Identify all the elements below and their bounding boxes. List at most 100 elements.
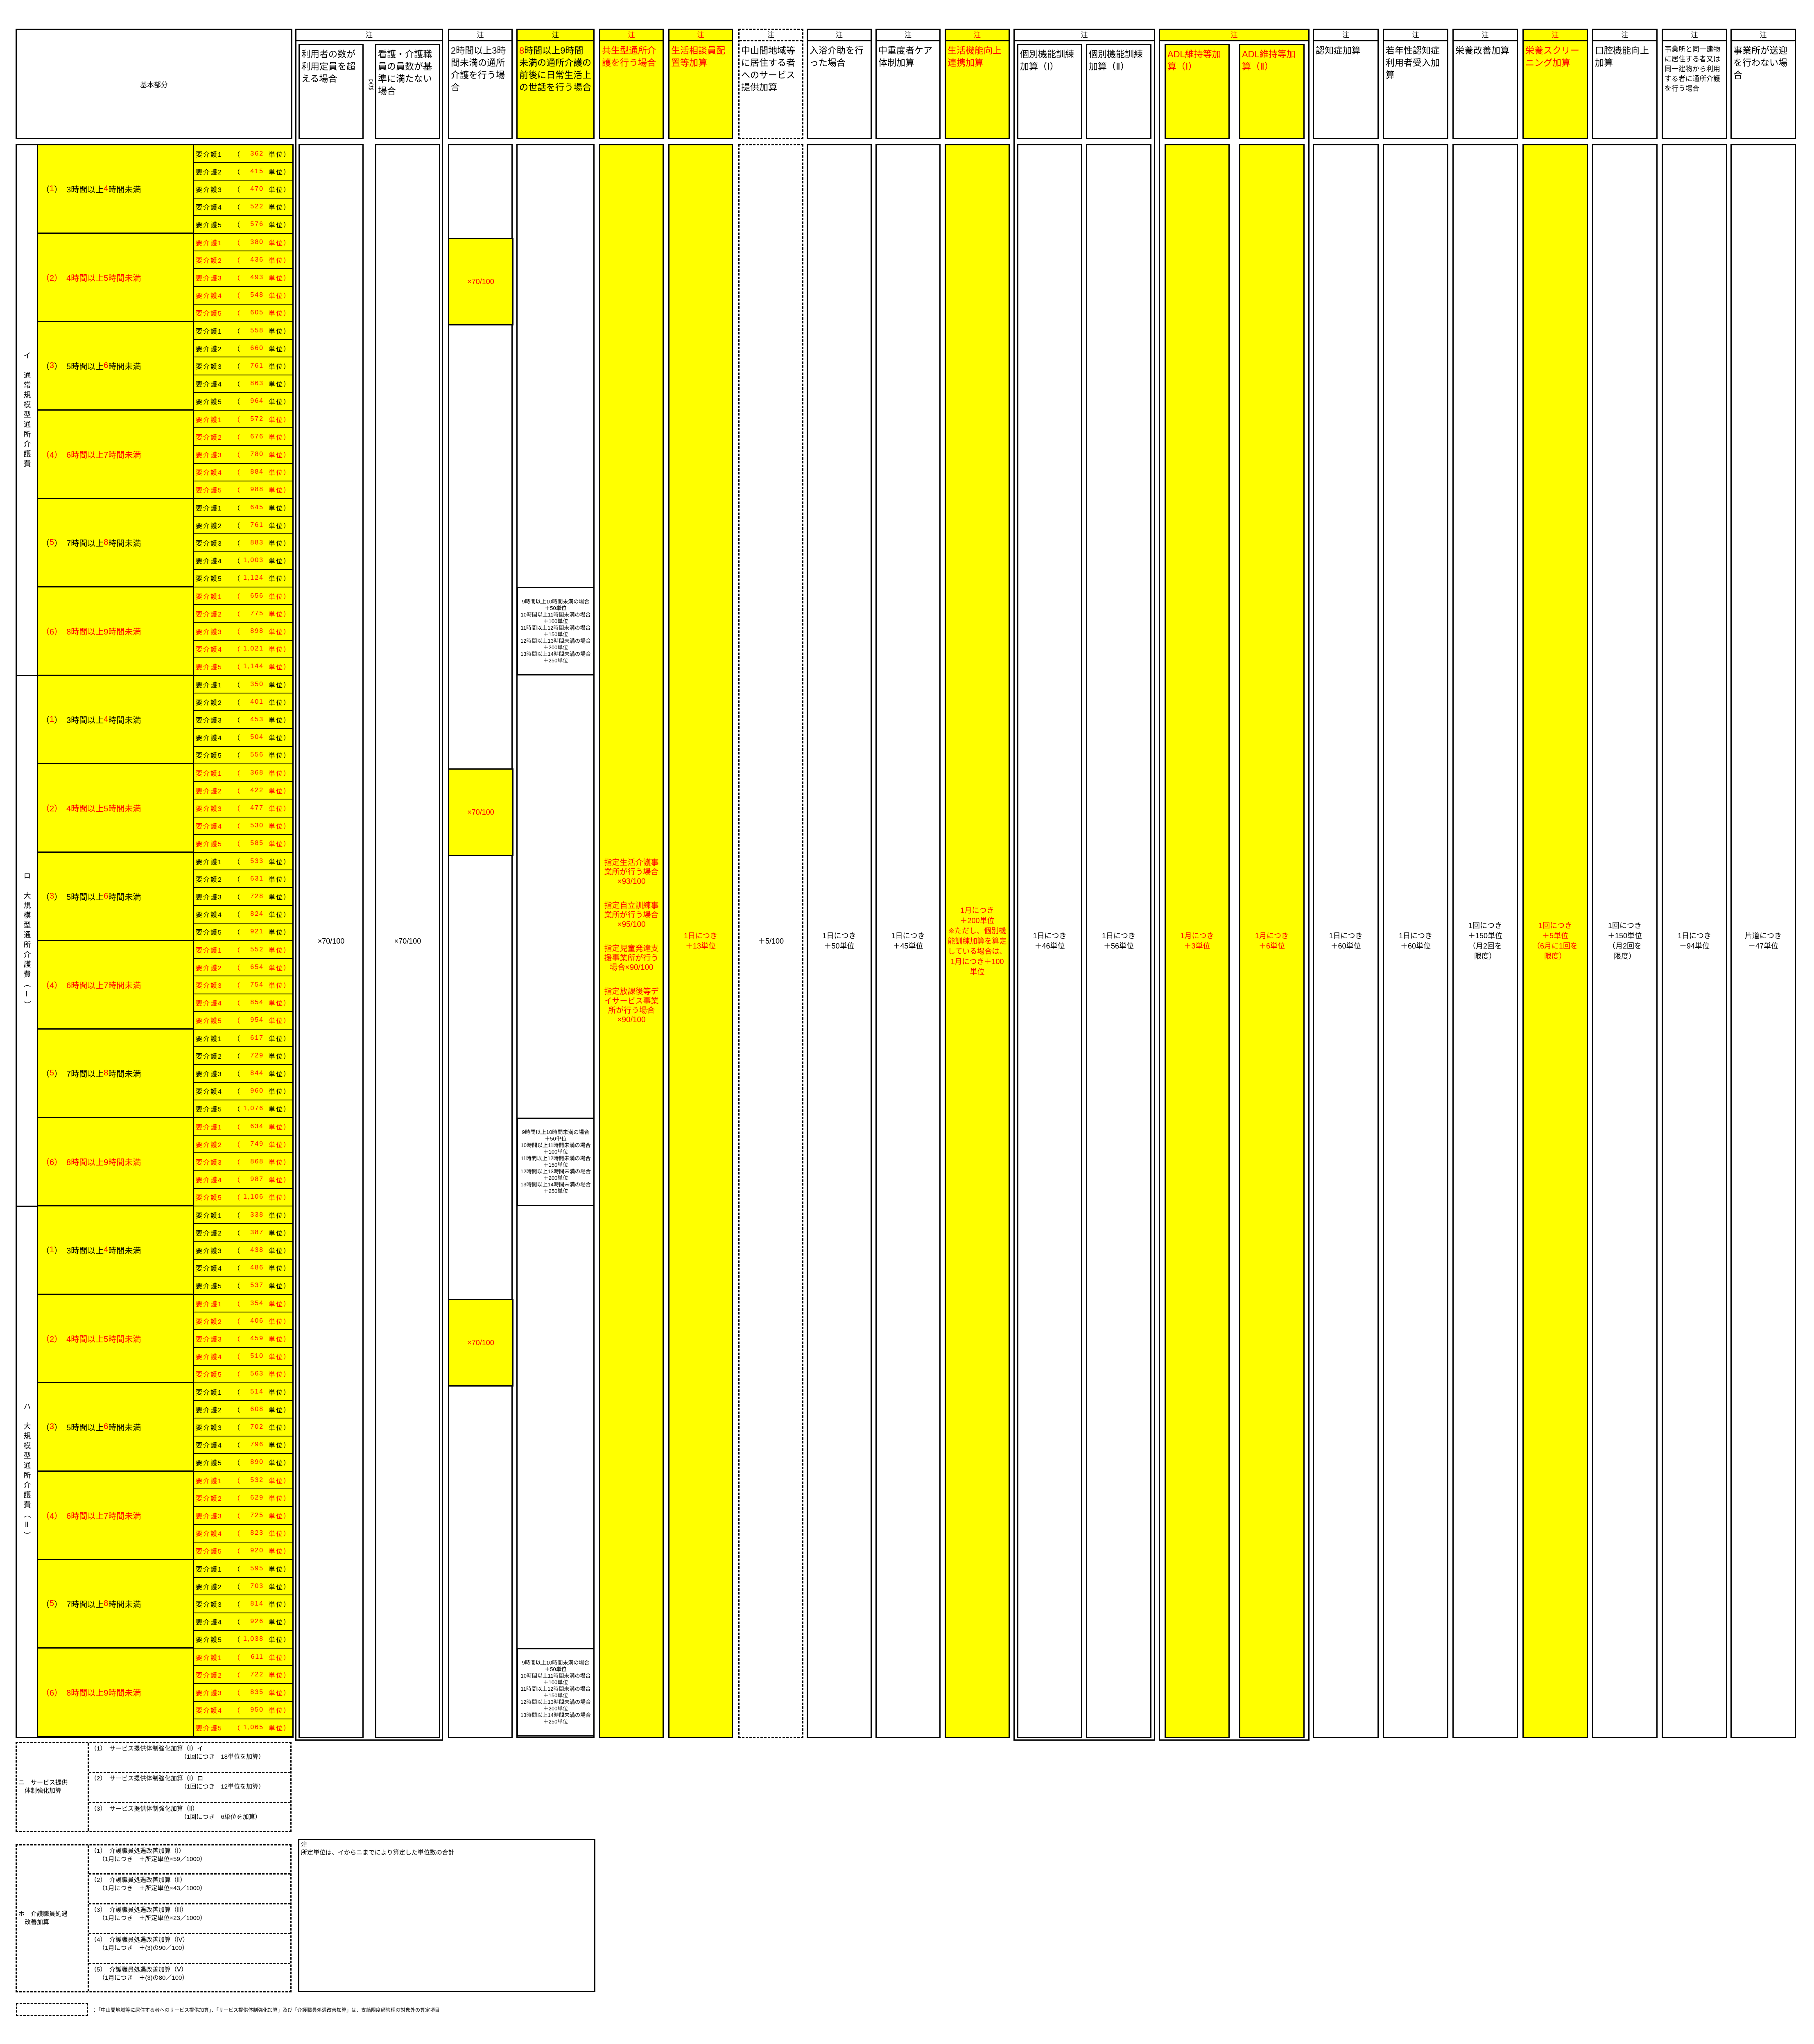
care-level-name: 要介護2: [196, 169, 222, 176]
extended-care-rate-line: 10時間以上11時間未満の場合: [520, 612, 591, 618]
unit-open: （: [233, 1318, 241, 1326]
unit-value: 453: [250, 716, 264, 723]
unit-value: 617: [250, 1034, 264, 1041]
unit-suffix: 単位）: [268, 363, 291, 370]
unit-open: （: [233, 752, 241, 760]
unit-value: 987: [250, 1176, 264, 1183]
care-level-name: 要介護2: [196, 1141, 222, 1149]
legend-dashed-swatch: [16, 2003, 88, 2016]
adl-2-header: ADL維持等加算（Ⅱ）: [1239, 44, 1305, 139]
unit-open: （: [233, 1601, 241, 1608]
unit-value: 595: [250, 1565, 264, 1572]
unit-value: 537: [250, 1282, 264, 1289]
duration-label-part: 8: [104, 1599, 109, 1608]
unit-open: （: [233, 1071, 241, 1078]
item-detail: （1回につき 6単位を加算）: [181, 1814, 261, 1820]
care-level-name: 要介護5: [196, 1283, 222, 1290]
unit-open: （: [233, 841, 241, 848]
unit-value: 504: [250, 734, 264, 741]
unit-suffix: 単位）: [268, 1141, 291, 1149]
treatment-improvement-item: （4） 介護職員処遇改善加算（Ⅳ） （1月につき ＋(3)の90／100）: [89, 1934, 290, 1964]
care-level-name: 要介護4: [196, 381, 222, 388]
care-level-row: 要介護1 （ 645 単位）: [193, 499, 292, 517]
unit-suffix: 単位）: [268, 841, 291, 848]
unit-suffix: 単位）: [268, 1089, 291, 1096]
duration-label-part: 3: [50, 892, 54, 901]
duration-label: （1） 3時間以上 4 時間未満: [37, 1206, 193, 1295]
two-to-three-hours-rate-box: ×70/100: [448, 1299, 513, 1387]
adl-2-title: ADL維持等加算（Ⅱ）: [1242, 49, 1296, 72]
duration-label-part: 6: [104, 892, 109, 901]
two-to-three-hours-cell: [448, 144, 513, 1738]
care-level-row: 要介護3 （ 438 単位）: [193, 1242, 292, 1260]
care-level-name: 要介護2: [196, 434, 222, 441]
unit-suffix: 単位）: [268, 1000, 291, 1007]
service-system-item: （1） サービス提供体制強化加算（Ⅰ）イ （1回につき 18単位を加算）: [89, 1743, 290, 1773]
base-part-header: 基本部分: [16, 29, 292, 139]
care-level-row: 要介護2 （ 761 単位）: [193, 517, 292, 535]
over-capacity-value: ×70/100: [317, 937, 345, 945]
duration-label-part: 時間未満: [108, 1423, 141, 1432]
unit-open: （: [233, 1106, 241, 1113]
care-level-name: 要介護5: [196, 399, 222, 406]
unit-suffix: 単位）: [268, 646, 291, 654]
unit-suffix: 単位）: [268, 434, 291, 441]
note-label: 注: [877, 30, 939, 41]
duration-label-part: 3: [50, 1422, 54, 1431]
care-level-row: 要介護2 （ 749 単位）: [193, 1136, 292, 1154]
care-level-row: 要介護4 （ 510 単位）: [193, 1348, 292, 1366]
care-level-row: 要介護4 （ 854 単位）: [193, 994, 292, 1012]
care-level-row: 要介護1 （ 552 単位）: [193, 941, 292, 959]
care-level-row: 要介護4 （1,003 単位）: [193, 552, 292, 570]
young-dementia-header: 注 若年性認知症利用者受入加算: [1383, 29, 1448, 139]
care-level-row: 要介護1 （ 656 単位）: [193, 587, 292, 605]
note-label: 注: [1015, 30, 1154, 41]
unit-suffix: 単位）: [268, 151, 291, 158]
duration-label: （2） 4時間以上5時間未満: [37, 234, 193, 322]
young-dementia-value: 1日につき ＋60単位: [1398, 932, 1432, 950]
note-label: 注: [946, 30, 1009, 41]
unit-suffix: 単位）: [268, 1477, 291, 1485]
unit-suffix: 単位）: [268, 540, 291, 547]
unit-open: （: [233, 505, 241, 512]
bathing-title: 入浴介助を行った場合: [810, 45, 864, 68]
duration-label-part: 5: [50, 538, 54, 547]
note-label: 注: [296, 30, 442, 41]
unit-suffix: 単位）: [268, 1035, 291, 1043]
counselor-value: 1日につき ＋13単位: [683, 932, 717, 950]
unit-open: （: [233, 487, 241, 495]
unit-suffix: 単位）: [268, 770, 291, 777]
care-level-row: 要介護3 （ 898 単位）: [193, 623, 292, 641]
nutrition-screening-header: 注 栄養スクリーニング加算: [1522, 29, 1588, 139]
no-transport-value: 片道につき －47単位: [1745, 932, 1782, 950]
unit-open: （: [233, 452, 241, 459]
unit-open: （: [233, 186, 241, 194]
duration-label-part: 4: [104, 1245, 109, 1254]
young-dementia-cell: 1日につき ＋60単位: [1383, 144, 1448, 1738]
duration-label: （6） 8時間以上9時間未満: [37, 587, 193, 676]
unit-value: 1,106: [243, 1193, 264, 1201]
extended-care-rate-line: ＋250単位: [543, 657, 568, 664]
unit-suffix: 単位）: [268, 1371, 291, 1379]
care-level-name: 要介護1: [196, 151, 222, 158]
base-part-table: イ 通常規模型通所介護費（1） 3時間以上 4 時間未満 要介護1 （362 単位） 要介護…: [16, 144, 294, 1738]
care-level-name: 要介護5: [196, 752, 222, 760]
extended-care-rate-line: ＋100単位: [543, 1149, 568, 1155]
unit-open: （: [233, 1336, 241, 1343]
care-level-name: 要介護4: [196, 646, 222, 654]
oral-function-value: 1回につき ＋150単位 （月2回を 限度）: [1607, 921, 1642, 960]
unit-value: 890: [250, 1459, 264, 1466]
extended-care-rate-line: 9時間以上10時間未満の場合: [522, 599, 590, 605]
care-level-row: 要介護2 （ 775 単位）: [193, 605, 292, 623]
same-building-value: 1日につき －94単位: [1677, 932, 1711, 950]
duration-label-part: （: [41, 539, 50, 548]
note-label: 注: [1384, 30, 1447, 41]
unit-open: （: [233, 363, 241, 370]
extended-care-rate-line: 12時間以上13時間未満の場合: [520, 1168, 591, 1174]
care-level-row: 要介護1 （ 362 単位）: [193, 145, 292, 163]
care-level-row: 要介護3 （ 883 単位）: [193, 534, 292, 552]
unit-suffix: 単位）: [268, 682, 291, 689]
care-level-row: 要介護2 （ 729 単位）: [193, 1047, 292, 1065]
extended-care-rate-box: 9時間以上10時間未満の場合 ＋50単位 10時間以上11時間未満の場合 ＋100単位…: [517, 1118, 595, 1206]
unit-suffix: 単位）: [268, 186, 291, 194]
